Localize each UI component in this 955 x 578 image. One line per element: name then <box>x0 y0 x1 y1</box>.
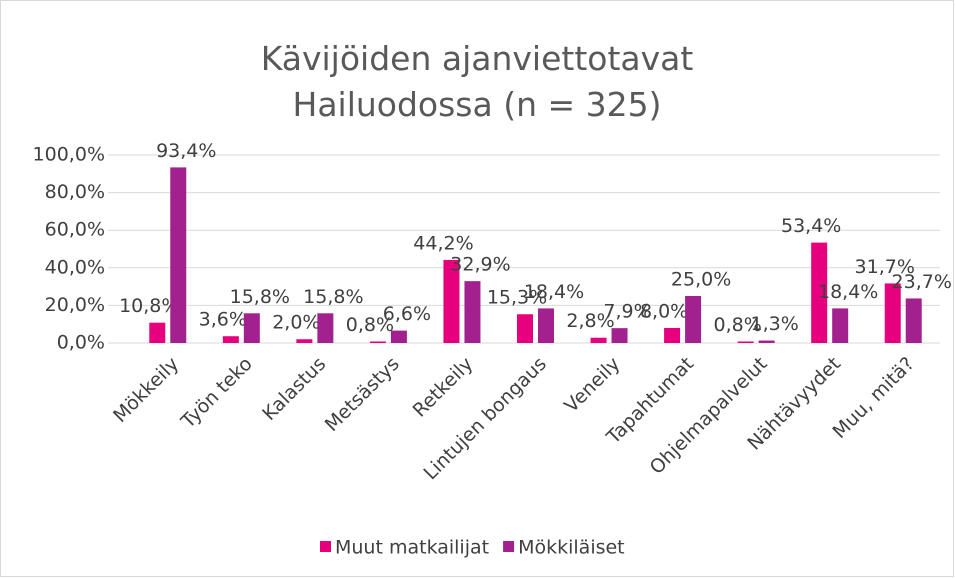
x-tick-label: Työn teko <box>176 353 256 433</box>
bar <box>590 337 607 343</box>
data-label: 0,8% <box>713 314 761 336</box>
x-tick-label: Veneily <box>560 353 624 417</box>
bar <box>149 322 166 343</box>
bar <box>884 283 901 343</box>
data-label: 53,4% <box>781 215 841 237</box>
data-label: 3,6% <box>199 309 247 331</box>
data-label: 8,0% <box>640 300 688 322</box>
y-tick-label: 0,0% <box>57 332 105 354</box>
x-tick-label: Metsästys <box>321 353 404 436</box>
bar <box>758 340 775 343</box>
x-tick-label: Mökkeily <box>109 353 183 427</box>
y-tick-label: 80,0% <box>45 181 105 203</box>
bar <box>538 308 554 343</box>
bar <box>611 328 628 343</box>
x-tick-label: Lintujen bongaus <box>420 353 551 484</box>
data-label: 18,4% <box>524 281 584 303</box>
data-label: 23,7% <box>892 271 952 293</box>
bar <box>296 339 313 343</box>
data-label: 1,3% <box>750 313 798 335</box>
y-tick-label: 20,0% <box>45 294 105 316</box>
bar <box>243 313 260 343</box>
bar <box>905 298 922 343</box>
legend-swatch <box>320 541 331 552</box>
data-label: 6,6% <box>383 303 431 325</box>
bar <box>832 308 849 343</box>
legend-label: Mökkiläiset <box>518 537 625 559</box>
data-label: 25,0% <box>671 269 731 291</box>
bar <box>369 341 386 343</box>
bar <box>517 314 533 343</box>
bar <box>390 330 407 343</box>
data-label: 31,7% <box>855 256 915 278</box>
data-label: 0,8% <box>346 314 394 336</box>
data-label: 18,4% <box>818 281 878 303</box>
x-tick-label: Retkeily <box>409 353 478 422</box>
bar <box>170 167 187 343</box>
data-label: 32,9% <box>450 254 510 276</box>
data-label: 2,0% <box>272 312 320 334</box>
y-tick-label: 100,0% <box>33 144 105 166</box>
bar <box>664 327 681 343</box>
bar <box>737 341 754 343</box>
data-label: 15,8% <box>303 286 363 308</box>
bar <box>222 336 239 343</box>
chart-title: Kävijöiden ajanviettotavat Hailuodossa (… <box>260 39 694 124</box>
bar <box>317 313 334 343</box>
legend-label: Muut matkailijat <box>335 537 489 559</box>
x-tick-label: Kalastus <box>258 353 330 425</box>
legend-swatch <box>503 541 515 552</box>
data-label: 10,8% <box>119 295 179 317</box>
data-label: 2,8% <box>566 310 614 332</box>
y-tick-label: 40,0% <box>45 256 105 278</box>
bar <box>811 242 828 343</box>
data-label: 93,4% <box>156 140 216 162</box>
data-label: 15,8% <box>230 286 290 308</box>
data-label: 15,3% <box>487 287 547 309</box>
bar <box>443 259 460 343</box>
data-label: 44,2% <box>413 232 473 254</box>
bar <box>464 281 481 343</box>
bar <box>685 296 702 343</box>
data-label: 7,9% <box>603 301 651 323</box>
y-tick-label: 60,0% <box>45 219 105 241</box>
